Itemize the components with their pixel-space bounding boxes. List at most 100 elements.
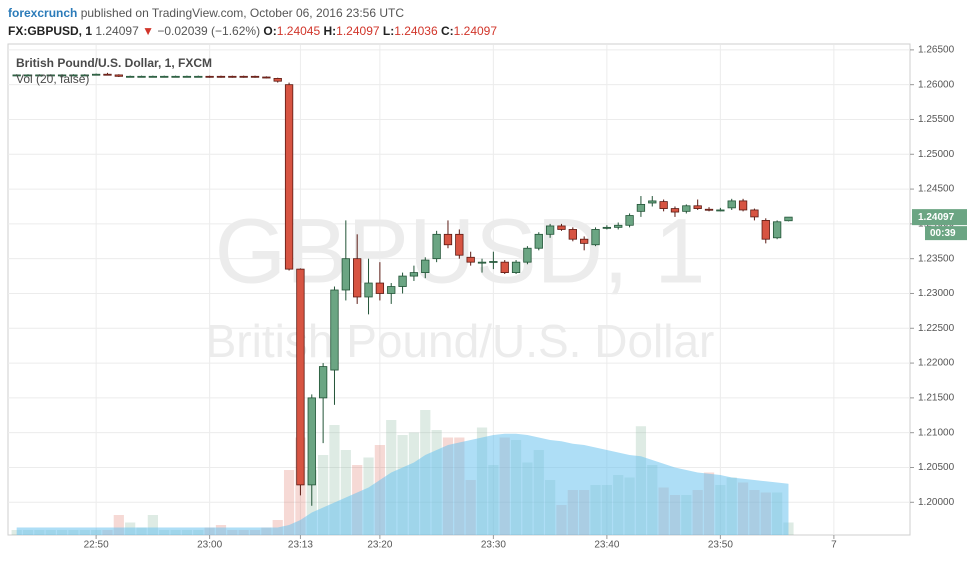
- candle-body: [35, 74, 44, 77]
- candle-body: [432, 233, 441, 260]
- candle-body: [228, 75, 237, 78]
- header-line-1: forexcrunch published on TradingView.com…: [8, 4, 497, 22]
- y-tick-label: 1.21500: [918, 393, 955, 404]
- published: published on TradingView.com, October 06…: [80, 6, 405, 20]
- candle-body: [557, 225, 566, 230]
- candle-body: [182, 75, 192, 78]
- candle-body: [330, 289, 339, 371]
- candle-body: [341, 258, 350, 291]
- volume-bar: [283, 470, 295, 535]
- candle-body: [46, 74, 55, 77]
- candle-body: [262, 76, 271, 79]
- y-tick-label: 1.25500: [918, 114, 955, 125]
- volume-bar: [340, 450, 351, 535]
- candle-body: [625, 215, 634, 226]
- candle-body: [693, 205, 702, 209]
- candle-body: [69, 74, 78, 77]
- y-tick-label: 1.21000: [918, 427, 955, 438]
- candle-body: [194, 75, 203, 78]
- x-tick-label: 23:13: [288, 540, 313, 551]
- author: forexcrunch: [8, 6, 78, 20]
- candle-body: [205, 75, 214, 78]
- candle-body: [772, 221, 782, 239]
- candle-body: [466, 256, 475, 263]
- y-tick-label: 1.23500: [918, 253, 955, 264]
- candle-body: [398, 275, 407, 287]
- candle-body: [455, 233, 464, 256]
- watermark-name: British Pound/U.S. Dollar: [206, 315, 715, 367]
- candle-body: [602, 226, 612, 229]
- countdown-box: [925, 226, 967, 241]
- candle-body: [477, 261, 487, 264]
- volume-bar: [147, 515, 158, 535]
- candle-body: [421, 259, 430, 273]
- last-price-label: 1.24097: [918, 212, 955, 223]
- candle-body: [534, 233, 543, 249]
- y-tick-label: 1.25000: [918, 149, 955, 160]
- candle-body: [580, 238, 589, 244]
- candle-body: [489, 261, 498, 263]
- candle-body: [511, 261, 521, 273]
- candle-body: [126, 75, 135, 78]
- candle-body: [545, 225, 555, 235]
- candle-body: [148, 75, 158, 78]
- header-line-2: FX:GBPUSD, 1 1.24097 ▼ −0.02039 (−1.62%)…: [8, 22, 497, 40]
- candle-body: [727, 200, 736, 209]
- candle-body: [648, 200, 657, 204]
- candle-body: [23, 74, 33, 77]
- ohlc-label: C:: [440, 24, 454, 38]
- candle-body: [523, 247, 532, 263]
- price: 1.24097: [95, 24, 139, 38]
- candle-body: [160, 75, 169, 78]
- volume-bar: [329, 425, 340, 535]
- candle-body: [716, 209, 725, 212]
- candle-body: [12, 74, 21, 77]
- change: −0.02039 (−1.62%): [157, 24, 261, 38]
- candle-body: [307, 397, 316, 486]
- candle-body: [614, 224, 623, 228]
- candle-body: [80, 74, 89, 77]
- legend-volume: Vol (20, false): [16, 72, 89, 86]
- candle-body: [761, 219, 770, 240]
- candle-body: [682, 205, 691, 212]
- candle-body: [171, 75, 180, 78]
- candle-body: [738, 200, 748, 211]
- y-tick-label: 1.23000: [918, 288, 955, 299]
- countdown: 00:39: [930, 228, 956, 239]
- candle-body: [750, 209, 759, 218]
- candle-body: [216, 75, 226, 78]
- volume-bar: [318, 455, 329, 535]
- last-price-box: [912, 209, 967, 226]
- y-tick-label: 1.22500: [918, 323, 955, 334]
- candle-body: [91, 73, 101, 76]
- x-tick-label: 23:00: [197, 540, 222, 551]
- ohlc-value: 1.24097: [453, 24, 498, 38]
- candle-body: [591, 229, 600, 246]
- x-tick-label: 22:50: [84, 540, 109, 551]
- candles: [12, 72, 793, 506]
- header: forexcrunch published on TradingView.com…: [8, 4, 497, 40]
- x-tick-label: 23:20: [367, 540, 392, 551]
- ohlc-value: 1.24045: [276, 24, 321, 38]
- candle-body: [500, 261, 509, 273]
- x-tick-label: 7: [831, 540, 837, 551]
- y-tick-label: 1.26500: [918, 45, 955, 56]
- y-tick-label: 1.20500: [918, 462, 955, 473]
- y-tick-label: 1.20000: [918, 497, 955, 508]
- candle-body: [364, 282, 373, 298]
- candle-body: [659, 201, 668, 209]
- y-tick-label: 1.24500: [918, 184, 955, 195]
- candle-body: [443, 233, 453, 246]
- candle-body: [784, 216, 793, 222]
- x-tick-label: 23:50: [708, 540, 733, 551]
- volume-bar: [113, 515, 124, 535]
- ohlc-value: 1.24036: [394, 24, 438, 38]
- x-tick-label: 23:30: [481, 540, 506, 551]
- symbol: FX:GBPUSD, 1: [8, 24, 93, 38]
- candle-body: [284, 84, 294, 270]
- candle-body: [114, 74, 123, 77]
- ohlc-label: L:: [382, 24, 395, 38]
- arrow: ▼: [142, 24, 154, 38]
